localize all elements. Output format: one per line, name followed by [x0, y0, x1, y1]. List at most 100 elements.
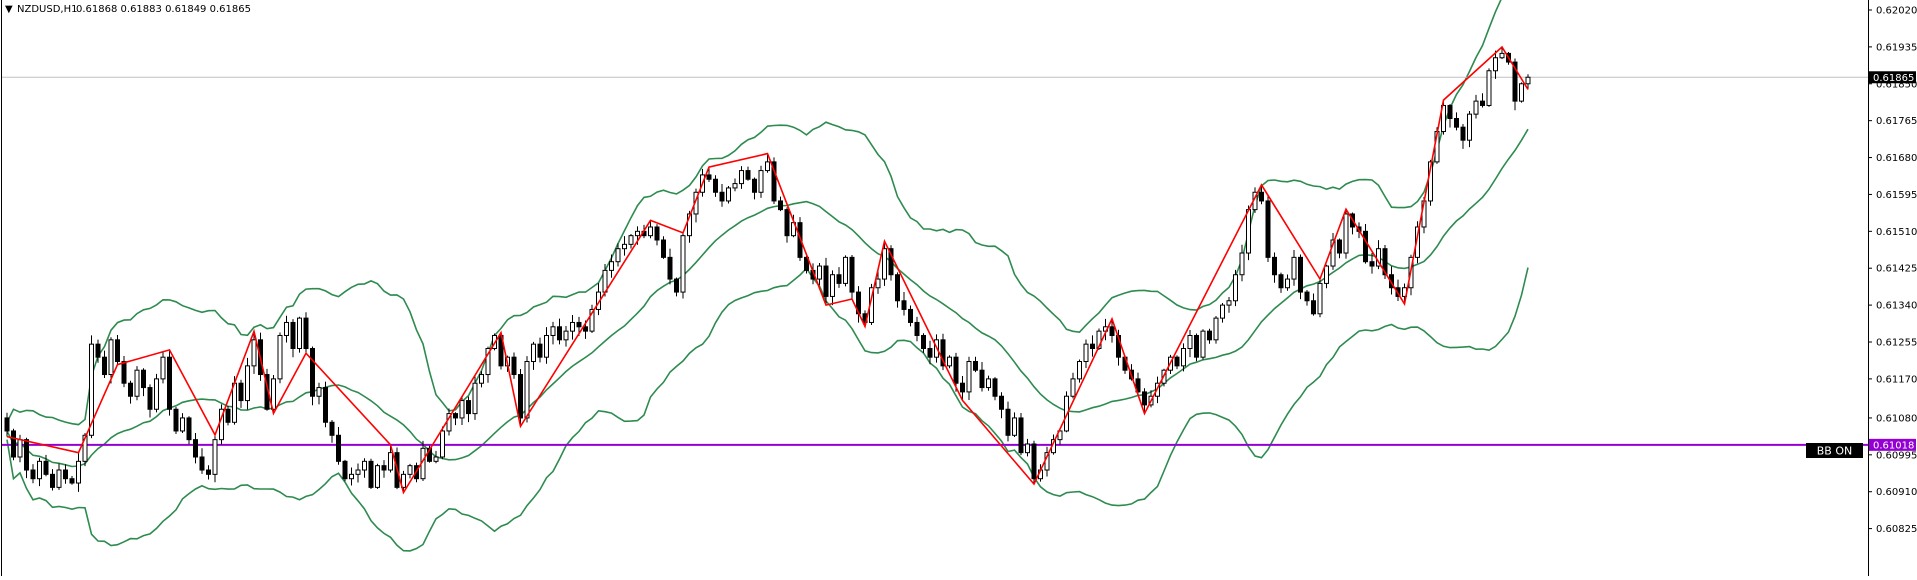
candle-body	[563, 330, 569, 341]
candle-body	[1142, 391, 1147, 406]
bb-on-label[interactable]: BB ON	[1817, 445, 1852, 458]
candle-body	[1369, 261, 1375, 267]
candle-body	[277, 334, 283, 380]
candle-body	[1181, 348, 1186, 367]
price-tick-label: 0.61765	[1876, 116, 1917, 127]
candle-body	[427, 447, 432, 462]
candle-body	[134, 369, 140, 397]
candle-body	[1077, 361, 1082, 380]
candle-body	[329, 421, 335, 436]
candle-body	[63, 469, 68, 480]
candle-body	[557, 326, 562, 341]
candle-body	[1317, 282, 1323, 315]
zigzag-line	[6, 45, 1529, 495]
candle-body	[147, 387, 153, 410]
candle-body	[1090, 343, 1095, 350]
candle-body	[1486, 70, 1492, 106]
candle-body	[531, 343, 536, 363]
price-tick-label: 0.60910	[1876, 487, 1917, 498]
candle-body	[901, 300, 907, 310]
ohlc-values: 0.61868 0.61883 0.61849 0.61865	[76, 4, 251, 15]
candle-body	[661, 239, 666, 258]
candle-body	[1525, 76, 1531, 85]
candle-body	[654, 226, 660, 241]
candle-body	[1291, 256, 1297, 280]
bollinger-middle-band	[6, 128, 1529, 468]
price-tick-label: 0.61170	[1876, 374, 1917, 385]
candle-body	[823, 265, 829, 297]
candle-body	[121, 361, 127, 384]
candle-body	[310, 348, 315, 397]
candle-body	[635, 230, 640, 237]
candle-body	[1447, 104, 1453, 119]
candle-body	[849, 256, 855, 293]
candle-body	[830, 274, 835, 297]
candle-body	[355, 469, 361, 475]
candle-body	[37, 460, 42, 480]
price-tick-label: 0.61595	[1876, 190, 1917, 201]
candle-body	[1070, 378, 1076, 397]
candle-body	[89, 343, 94, 436]
candle-body	[1109, 326, 1115, 336]
candle-body	[732, 183, 738, 189]
candle-body	[173, 408, 179, 432]
candle-body	[167, 356, 172, 410]
candle-body	[628, 235, 634, 245]
candle-body	[11, 430, 16, 458]
candle-body	[251, 339, 257, 367]
candle-body	[583, 326, 588, 332]
candle-body	[1499, 52, 1505, 59]
candle-body	[524, 361, 530, 419]
price-tick-label: 0.61510	[1876, 227, 1917, 238]
candle-body	[511, 356, 517, 376]
candle-body	[186, 417, 192, 441]
candle-body	[290, 321, 296, 350]
candle-body	[401, 473, 406, 488]
candle-body	[206, 469, 211, 475]
candle-body	[466, 400, 471, 415]
candle-body	[297, 317, 302, 350]
price-tick-label: 0.61680	[1876, 153, 1917, 164]
candle-body	[193, 439, 198, 458]
candle-body	[1473, 100, 1479, 115]
candle-body	[1512, 61, 1518, 102]
candle-body	[342, 460, 348, 480]
candle-body	[303, 317, 309, 350]
candle-body	[459, 400, 465, 419]
candle-body	[745, 170, 751, 180]
price-tick-label: 0.61080	[1876, 413, 1917, 424]
candle-body	[979, 369, 985, 389]
candle-body	[1363, 230, 1368, 263]
candle-body	[407, 465, 413, 475]
candle-body	[453, 413, 458, 419]
candle-body	[433, 456, 439, 462]
candle-body	[726, 187, 731, 202]
candle-body	[752, 178, 757, 193]
candle-body	[1187, 334, 1193, 350]
candle-body	[1467, 113, 1472, 141]
level-price-tag-label: 0.61018	[1873, 440, 1914, 451]
candle-body	[576, 321, 582, 328]
candle-body	[1460, 126, 1466, 141]
price-tick-label: 0.61935	[1876, 42, 1917, 53]
candle-body	[95, 343, 101, 358]
candle-body	[1096, 330, 1102, 350]
candle-body	[245, 365, 250, 402]
candle-body	[238, 382, 244, 402]
candle-body	[1200, 330, 1206, 358]
candle-body	[973, 361, 978, 371]
candle-body	[875, 278, 881, 289]
price-tick-label: 0.61340	[1876, 301, 1917, 312]
candle-body	[1018, 417, 1024, 454]
candle-body	[914, 321, 920, 336]
candle-body	[992, 378, 998, 397]
candle-body	[804, 256, 809, 271]
candle-body	[180, 417, 185, 432]
candle-body	[1220, 304, 1225, 319]
collapse-arrow-icon[interactable]: ▼	[5, 4, 13, 15]
candle-body	[1207, 330, 1212, 341]
candle-body	[960, 382, 965, 393]
